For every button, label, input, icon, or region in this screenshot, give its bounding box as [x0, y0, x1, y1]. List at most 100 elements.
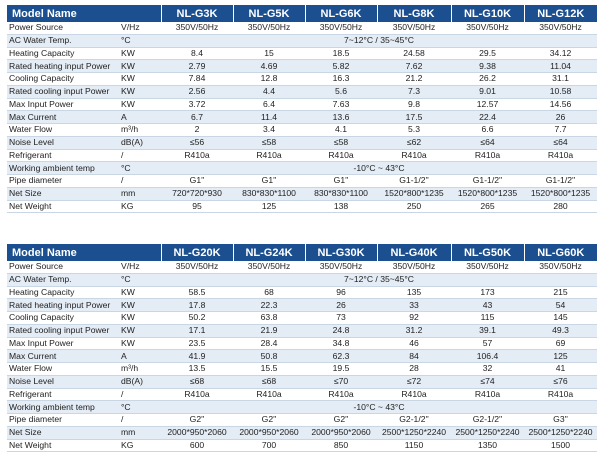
- spec-value: 5.82: [305, 59, 378, 73]
- spec-label: Water Flow: [7, 362, 119, 376]
- spec-value: ≤74: [451, 375, 525, 389]
- model-header: NL-G12K: [524, 5, 598, 22]
- spec-value: ≤58: [305, 136, 378, 150]
- spec-value: 700: [233, 439, 306, 453]
- spec-value: 7.63: [305, 98, 378, 112]
- model-header: NL-G20K: [161, 244, 234, 261]
- spec-row-cooling-capacity: Cooling Capacity KW 7.84 12.8 16.3 21.2 26.2 31…: [7, 72, 598, 86]
- spec-value: R410a: [524, 388, 598, 402]
- spec-value: 14.56: [524, 98, 598, 112]
- spec-unit: /: [119, 413, 162, 427]
- spec-value: 138: [305, 200, 378, 214]
- spec-value: 58.5: [161, 286, 234, 300]
- spec-value: 125: [233, 200, 306, 214]
- spec-unit: m³/h: [119, 362, 162, 376]
- spec-value: 50.8: [233, 349, 306, 363]
- spec-value: G2-1/2'': [451, 413, 525, 427]
- spec-label: Refrigerant: [7, 388, 119, 402]
- spec-row-power-source: Power Source V/Hz 350V/50Hz 350V/50Hz 350V/5…: [7, 22, 598, 35]
- spec-label: AC Water Temp.: [7, 273, 119, 287]
- spec-value: 3.72: [161, 98, 234, 112]
- spec-value: 106.4: [451, 349, 525, 363]
- spec-value: 39.1: [451, 324, 525, 338]
- spec-unit: KW: [119, 337, 162, 351]
- spec-value: 17.5: [377, 110, 452, 124]
- spec-value: 21.2: [377, 72, 452, 86]
- spec-label: Heating Capacity: [7, 286, 119, 300]
- spec-row-net-size: Net Size mm 720*720*930 830*830*1100 830*830…: [7, 187, 598, 201]
- spec-value: R410a: [377, 388, 452, 402]
- spec-value: 29.5: [451, 47, 525, 61]
- spec-label: Pipe diameter: [7, 174, 119, 188]
- spec-value: 26.2: [451, 72, 525, 86]
- spec-value: ≤70: [305, 375, 378, 389]
- spec-value: ≤64: [451, 136, 525, 150]
- spec-unit: KW: [119, 298, 162, 312]
- spec-value: 3.4: [233, 123, 306, 137]
- spec-value: 62.3: [305, 349, 378, 363]
- spec-value: 22.3: [233, 298, 306, 312]
- spec-value: 1520*800*1235: [524, 187, 598, 201]
- spec-value: 1150: [377, 439, 452, 453]
- spec-value: 57: [451, 337, 525, 351]
- spec-label: Water Flow: [7, 123, 119, 137]
- spec-label: Cooling Capacity: [7, 72, 119, 86]
- spec-value: 7.84: [161, 72, 234, 86]
- spec-row-pipe-diameter: Pipe diameter / G1'' G1'' G1'' G1-1/2'' G1-1/2…: [7, 174, 598, 188]
- spec-unit: /: [119, 174, 162, 188]
- spec-value: 28: [377, 362, 452, 376]
- spec-value: 17.8: [161, 298, 234, 312]
- spec-span-value: 7~12°C / 35~45°C: [161, 273, 598, 287]
- spec-label: AC Water Temp.: [7, 34, 119, 48]
- spec-label: Rated cooling input Power: [7, 85, 119, 99]
- spec-value: 11.04: [524, 59, 598, 73]
- spec-unit: dB(A): [119, 136, 162, 150]
- spec-row-noise-level: Noise Level dB(A) ≤68 ≤68 ≤70 ≤72 ≤74 ≤76: [7, 375, 598, 389]
- spec-value: 350V/50Hz: [524, 22, 598, 35]
- spec-unit: mm: [119, 187, 162, 201]
- spec-unit: KW: [119, 85, 162, 99]
- spec-value: 830*830*1100: [233, 187, 306, 201]
- spec-value: 350V/50Hz: [305, 22, 378, 35]
- spec-unit: A: [119, 110, 162, 124]
- spec-label: Net Weight: [7, 439, 119, 453]
- spec-label: Cooling Capacity: [7, 311, 119, 325]
- spec-value: 96: [305, 286, 378, 300]
- spec-value: 600: [161, 439, 234, 453]
- spec-value: 17.1: [161, 324, 234, 338]
- spec-row-water-flow: Water Flow m³/h 2 3.4 4.1 5.3 6.6 7.7: [7, 123, 598, 137]
- spec-value: 265: [451, 200, 525, 214]
- spec-value: ≤72: [377, 375, 452, 389]
- spec-row-working-ambient-temp: Working ambient temp °C -10°C ~ 43°C: [7, 400, 598, 414]
- spec-label: Power Source: [7, 22, 119, 35]
- spec-value: 135: [377, 286, 452, 300]
- spec-value: 41: [524, 362, 598, 376]
- spec-value: 50.2: [161, 311, 234, 325]
- spec-value: G2'': [233, 413, 306, 427]
- spec-table-large-models: Model Name NL-G20K NL-G24K NL-G30K NL-G40K NL…: [7, 244, 598, 453]
- spec-unit: V/Hz: [119, 261, 162, 274]
- spec-row-max-current: Max Current A 41.9 50.8 62.3 84 106.4 125: [7, 349, 598, 363]
- spec-row-refrigerant: Refrigerant / R410a R410a R410a R410a R410a R41…: [7, 388, 598, 402]
- model-header: NL-G6K: [305, 5, 378, 22]
- spec-label: Max Input Power: [7, 98, 119, 112]
- spec-value: 12.8: [233, 72, 306, 86]
- spec-value: 43: [451, 298, 525, 312]
- spec-value: 16.3: [305, 72, 378, 86]
- model-header: NL-G50K: [451, 244, 525, 261]
- spec-value: 125: [524, 349, 598, 363]
- spec-value: 54: [524, 298, 598, 312]
- spec-value: 850: [305, 439, 378, 453]
- spec-value: R410a: [377, 149, 452, 163]
- spec-label: Max Input Power: [7, 337, 119, 351]
- spec-row-pipe-diameter: Pipe diameter / G2'' G2'' G2'' G2-1/2'' G2-1/2…: [7, 413, 598, 427]
- spec-value: G1'': [161, 174, 234, 188]
- spec-label: Heating Capacity: [7, 47, 119, 61]
- spec-value: 68: [233, 286, 306, 300]
- spec-value: 95: [161, 200, 234, 214]
- spec-value: 7.3: [377, 85, 452, 99]
- spec-value: R410a: [233, 388, 306, 402]
- spec-span-value: -10°C ~ 43°C: [161, 400, 598, 414]
- spec-unit: KW: [119, 98, 162, 112]
- spec-value: 6.6: [451, 123, 525, 137]
